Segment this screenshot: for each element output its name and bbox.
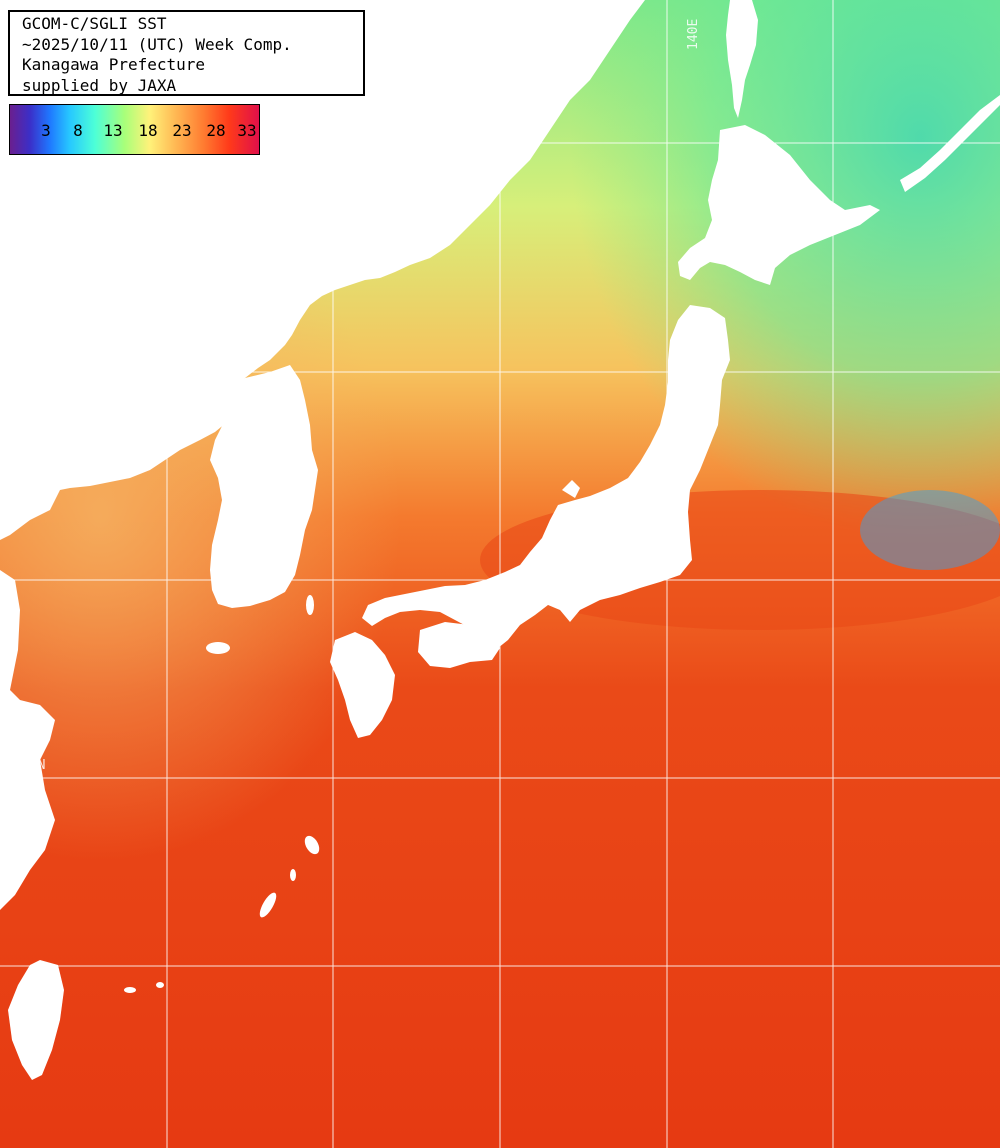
ryukyu-island [259,892,277,918]
sakhalin-island [726,0,758,118]
china-coast [0,570,55,910]
liaodong-peninsula [0,330,75,425]
ryukyu-island [304,835,320,855]
title-line-3: Kanagawa Prefecture [22,55,206,74]
ryukyu-island [156,982,164,988]
tsushima-island [306,595,314,615]
grid-label-40n: 40N [16,352,40,367]
title-line-4: supplied by JAXA [22,75,177,95]
ryukyu-island [124,987,136,993]
grid-label-140e: 140E [686,18,701,50]
kyushu-island [330,632,395,738]
legend-label: 33 [237,121,257,140]
ryukyu-island [290,869,296,881]
title-line-1: GCOM-C/SGLI SST [22,14,167,33]
shandong-coast [0,465,60,540]
legend-label: 8 [73,121,83,140]
legend-label: 3 [41,121,51,140]
legend-label: 28 [206,121,226,140]
map-title-box: GCOM-C/SGLI SST ~2025/10/11 (UTC) Week C… [8,10,365,96]
taiwan-island [8,960,64,1080]
temperature-color-legend: 3 8 13 18 23 28 33 [9,104,260,155]
noto-peninsula [562,480,580,498]
korean-peninsula [210,365,318,608]
cold-patch-east [860,490,1000,570]
moneron-island [402,127,422,163]
legend-label: 23 [172,121,192,140]
jeju-island [206,642,230,654]
legend-label: 13 [103,121,123,140]
grid-label-30n: 30N [22,758,46,773]
shikoku-island [418,622,500,668]
title-line-2: ~2025/10/11 (UTC) Week Comp. [22,34,292,54]
honshu-island [362,305,730,648]
legend-label: 18 [138,121,158,140]
hokkaido-island [678,125,880,285]
